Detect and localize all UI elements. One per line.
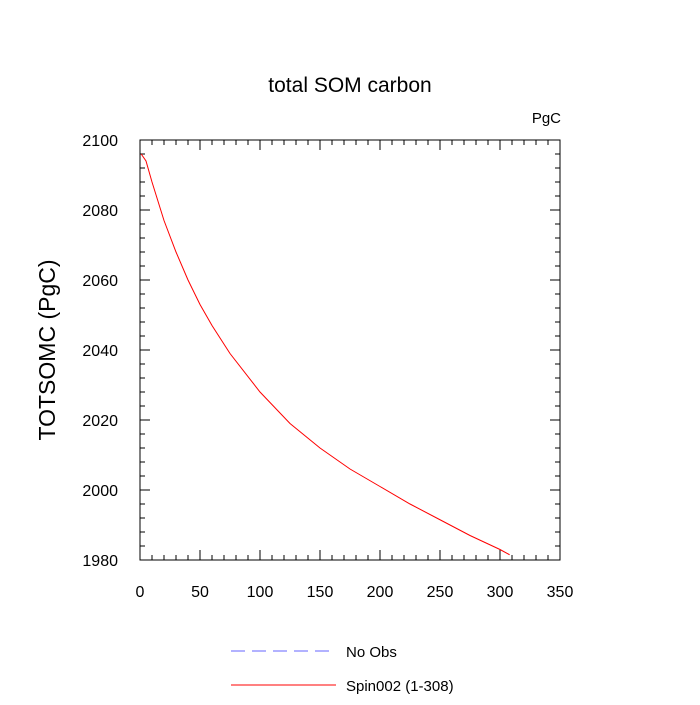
- x-tick-label: 100: [247, 584, 274, 601]
- x-tick-label: 250: [427, 584, 454, 601]
- x-tick-label: 350: [547, 584, 574, 601]
- legend: No Obs Spin002 (1-308): [231, 644, 454, 695]
- y-tick-label: 1980: [82, 553, 118, 570]
- x-tick-label: 0: [136, 584, 145, 601]
- series-layer: [140, 153, 510, 556]
- x-tick-label: 150: [307, 584, 334, 601]
- x-tick-labels: 0 50 100 150 200 250 300 350: [136, 584, 574, 601]
- axis-ticks: [139, 139, 561, 561]
- chart-title: total SOM carbon: [268, 74, 431, 97]
- y-tick-label: 2060: [82, 273, 118, 290]
- y-axis-label: TOTSOMC (PgC): [34, 259, 60, 440]
- y-tick-label: 2000: [82, 483, 118, 500]
- plot-frame: [139, 139, 561, 561]
- series-line: [140, 153, 510, 556]
- y-tick-label: 2100: [82, 133, 118, 150]
- y-tick-labels: 1980 2000 2020 2040 2060 2080 2100: [82, 133, 118, 570]
- x-tick-label: 300: [487, 584, 514, 601]
- y-tick-label: 2040: [82, 343, 118, 360]
- y-tick-label: 2080: [82, 203, 118, 220]
- units-label: PgC: [532, 110, 561, 127]
- legend-label: Spin002 (1-308): [346, 678, 454, 695]
- y-tick-label: 2020: [82, 413, 118, 430]
- x-tick-label: 200: [367, 584, 394, 601]
- legend-label: No Obs: [346, 644, 397, 661]
- x-tick-label: 50: [191, 584, 209, 601]
